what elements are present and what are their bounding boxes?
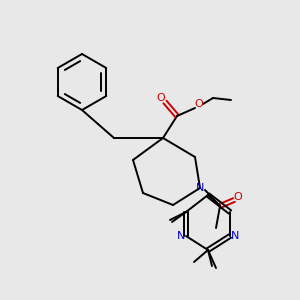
Text: N: N <box>177 231 185 241</box>
Text: N: N <box>196 183 204 193</box>
Text: O: O <box>234 192 242 202</box>
Text: O: O <box>157 93 165 103</box>
Text: O: O <box>195 99 203 109</box>
Text: N: N <box>231 231 239 241</box>
